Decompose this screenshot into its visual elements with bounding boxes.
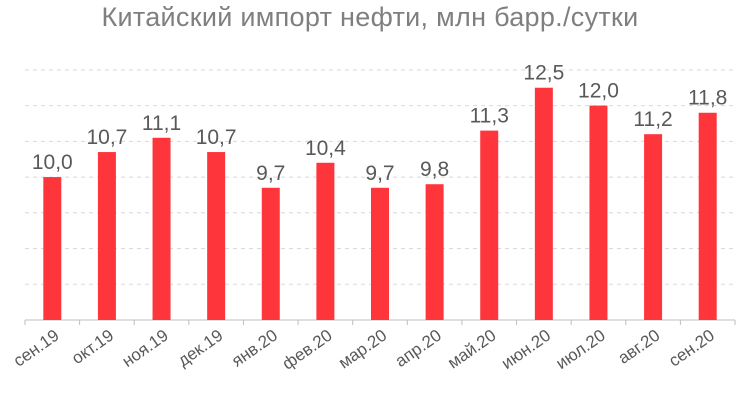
- bar-мар.20: [371, 187, 389, 320]
- data-label: 12,5: [523, 62, 564, 85]
- x-tick-label: фев.20: [279, 326, 336, 374]
- x-tick-label: ноя.19: [119, 326, 172, 371]
- bar-дек.19: [207, 152, 226, 320]
- chart-title: Китайский импорт нефти, млн барр./сутки: [101, 2, 639, 32]
- bar-авг.20: [644, 134, 663, 320]
- x-tick-label: авг.20: [615, 326, 664, 368]
- data-label: 9,8: [420, 158, 449, 181]
- data-label: 9,7: [365, 162, 394, 185]
- bar-ноя.19: [152, 137, 171, 320]
- x-tick-label: дек.19: [174, 326, 226, 371]
- x-tick-label: апр.20: [392, 326, 445, 371]
- bar-сен.20: [698, 112, 717, 320]
- data-label: 12,0: [578, 80, 619, 103]
- bar-окт.19: [97, 152, 116, 320]
- data-label: 10,0: [32, 151, 73, 174]
- data-labels: 10,0 10,7 11,1 10,7 9,7 10,4 9,7 9,8 11,3 12,5 12,…: [32, 62, 727, 185]
- data-label: 11,2: [633, 108, 672, 131]
- data-label: 10,7: [86, 126, 127, 149]
- x-tick-label: окт.19: [68, 326, 117, 368]
- data-label: 10,4: [305, 137, 346, 160]
- bar-май.20: [480, 130, 499, 320]
- bars: [43, 87, 717, 320]
- data-label: 11,3: [470, 105, 509, 128]
- bar-июн.20: [534, 87, 553, 320]
- x-tick-label: июл.20: [552, 326, 608, 373]
- x-tick-label: мар.20: [335, 326, 390, 373]
- x-tick-label: сен.19: [10, 326, 63, 371]
- bar-фев.20: [316, 162, 335, 320]
- data-label: 11,8: [688, 87, 727, 110]
- data-label: 10,7: [196, 126, 237, 149]
- x-tick-label: янв.20: [228, 326, 281, 371]
- bar-апр.20: [425, 184, 444, 320]
- x-tick-label: сен.20: [665, 326, 718, 371]
- x-tick-label: май.20: [444, 326, 499, 373]
- bar-янв.20: [261, 187, 280, 320]
- data-label: 11,1: [142, 112, 181, 135]
- bar-июл.20: [589, 105, 608, 320]
- x-tick-label: июн.20: [498, 326, 554, 373]
- data-label: 9,7: [256, 162, 285, 185]
- bar-сен.19: [43, 177, 62, 320]
